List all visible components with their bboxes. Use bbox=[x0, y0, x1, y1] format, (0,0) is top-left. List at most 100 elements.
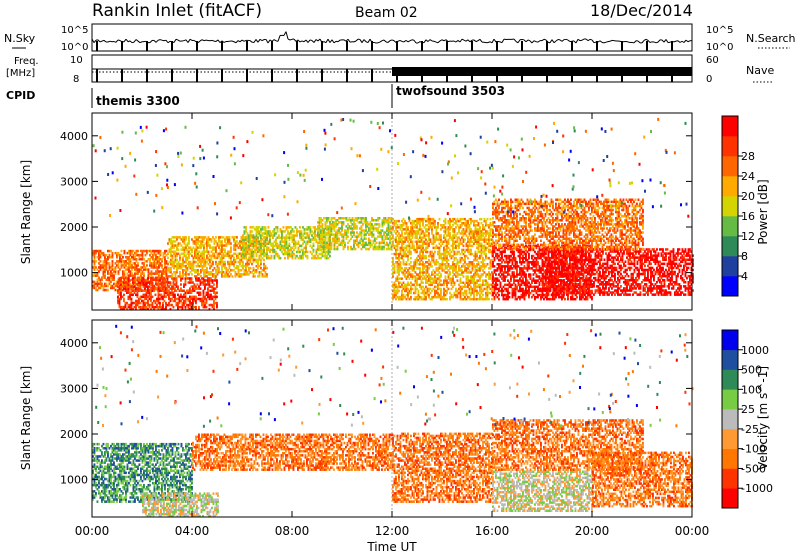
data-cell bbox=[332, 227, 334, 230]
data-cell bbox=[222, 275, 225, 278]
data-cell bbox=[135, 307, 137, 311]
data-cell bbox=[437, 283, 439, 287]
data-cell bbox=[495, 287, 497, 291]
data-cell bbox=[237, 266, 240, 270]
data-cell bbox=[130, 301, 133, 305]
data-cell bbox=[473, 277, 475, 280]
data-cell bbox=[111, 262, 114, 265]
data-cell bbox=[320, 225, 322, 228]
data-cell bbox=[366, 223, 369, 226]
data-cell bbox=[207, 242, 210, 245]
data-cell bbox=[117, 272, 120, 275]
data-cell bbox=[335, 231, 337, 234]
data-cell bbox=[243, 264, 246, 268]
data-cell bbox=[336, 219, 339, 222]
data-cell bbox=[107, 256, 109, 259]
data-cell bbox=[192, 260, 195, 264]
data-cell bbox=[302, 252, 304, 256]
nsky-segment bbox=[663, 39, 667, 43]
data-cell bbox=[237, 242, 240, 245]
data-cell bbox=[356, 243, 358, 247]
data-cell bbox=[251, 236, 253, 239]
data-cell bbox=[135, 303, 137, 307]
data-cell bbox=[435, 295, 438, 299]
data-cell bbox=[141, 305, 143, 309]
data-cell bbox=[99, 253, 102, 257]
data-cell bbox=[163, 291, 166, 294]
data-cell bbox=[216, 303, 218, 307]
data-cell bbox=[255, 230, 258, 233]
data-cell bbox=[341, 225, 343, 228]
data-cell bbox=[290, 230, 292, 233]
data-cell bbox=[474, 230, 477, 233]
data-cell bbox=[129, 251, 132, 255]
data-cell bbox=[129, 258, 132, 261]
data-cell bbox=[467, 281, 469, 284]
data-cell bbox=[159, 264, 162, 267]
data-cell bbox=[214, 301, 217, 305]
data-cell bbox=[455, 246, 457, 250]
data-cell bbox=[183, 264, 186, 268]
data-cell bbox=[93, 280, 96, 284]
data-cell bbox=[414, 297, 417, 301]
data-cell bbox=[499, 252, 502, 256]
data-cell bbox=[147, 303, 149, 307]
data-cell bbox=[302, 250, 304, 254]
data-cell bbox=[181, 305, 184, 309]
data-cell bbox=[422, 269, 424, 272]
data-cell bbox=[489, 224, 492, 227]
data-cell bbox=[467, 283, 469, 287]
data-cell bbox=[327, 217, 330, 220]
data-cell bbox=[335, 235, 337, 238]
data-cell bbox=[105, 278, 108, 281]
data-cell bbox=[342, 241, 345, 245]
data-cell bbox=[369, 229, 372, 232]
data-cell bbox=[141, 262, 144, 265]
data-cell bbox=[175, 285, 178, 288]
data-cell bbox=[444, 244, 447, 248]
data-cell bbox=[396, 263, 399, 266]
data-cell bbox=[221, 242, 223, 245]
data-cell bbox=[139, 281, 142, 284]
data-cell bbox=[459, 295, 462, 299]
data-cell bbox=[144, 253, 147, 257]
data-cell bbox=[162, 253, 165, 257]
nsky-segment bbox=[363, 39, 367, 43]
data-cell bbox=[263, 262, 265, 266]
data-cell bbox=[133, 305, 136, 309]
nsky-trace bbox=[91, 31, 693, 51]
data-cell bbox=[411, 242, 414, 245]
data-cell bbox=[258, 248, 261, 252]
data-cell bbox=[168, 248, 171, 251]
data-cell bbox=[258, 244, 261, 248]
data-cell bbox=[237, 271, 240, 274]
data-cell bbox=[438, 293, 441, 297]
data-cell bbox=[187, 303, 190, 307]
data-cell bbox=[396, 265, 399, 268]
data-cell bbox=[161, 270, 163, 273]
data-cell bbox=[447, 219, 450, 223]
data-cell bbox=[185, 266, 187, 270]
data-cell bbox=[354, 227, 357, 230]
data-cell bbox=[398, 295, 400, 299]
nsky-segment bbox=[589, 38, 593, 41]
data-cell bbox=[123, 284, 126, 288]
data-cell bbox=[144, 266, 147, 269]
data-cell bbox=[449, 234, 451, 237]
nsky-segment bbox=[443, 39, 447, 42]
data-cell bbox=[462, 265, 465, 268]
data-cell bbox=[96, 280, 99, 284]
data-cell bbox=[461, 242, 463, 245]
data-cell bbox=[467, 263, 469, 266]
data-cell bbox=[153, 299, 155, 303]
data-cell bbox=[414, 265, 417, 268]
data-cell bbox=[240, 275, 243, 278]
data-cell bbox=[141, 277, 143, 280]
data-cell bbox=[141, 289, 143, 292]
data-cell bbox=[489, 277, 492, 280]
data-cell bbox=[392, 285, 394, 289]
nsky-segment bbox=[425, 39, 429, 42]
data-cell bbox=[474, 289, 477, 293]
data-cell bbox=[428, 273, 430, 276]
data-cell bbox=[456, 279, 459, 282]
